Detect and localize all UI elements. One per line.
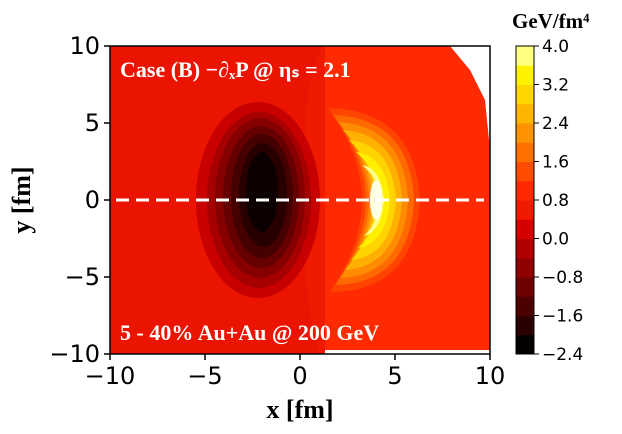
y-tick-label: −10 [49,340,100,368]
colorbar-band [516,315,534,336]
x-tick-label: 10 [475,362,506,390]
pos-contour-6 [356,152,390,248]
colorbar-band [516,46,534,66]
x-tick-label: 5 [387,362,402,390]
colorbar: 4.0 3.2 2.4 1.6 0.8 0.0 −0.8 −1.6 −2.4 [515,37,583,365]
colorbar-band [516,103,534,124]
y-tick-label: 5 [85,109,100,137]
annotation-bottom: 5 - 40% Au+Au @ 200 GeV [120,320,379,345]
x-axis-ticks: −10 −5 0 5 10 [85,354,506,390]
colorbar-band [516,65,534,85]
colorbar-tick-label: 2.4 [542,114,569,134]
colorbar-band [516,84,534,105]
colorbar-band [516,142,534,162]
x-tick-label: −10 [85,362,136,390]
y-tick-label: 10 [69,32,100,60]
colorbar-band [516,257,534,278]
colorbar-unit: GeV/fm⁴ [512,9,590,33]
pos-contour-5 [349,140,396,260]
x-axis-label: x [fm] [266,395,333,424]
colorbar-band [516,334,534,355]
colorbar-tick-label: −0.8 [542,268,583,288]
colorbar-band [516,219,534,239]
y-tick-label: −5 [65,263,100,291]
x-tick-label: −5 [187,362,222,390]
colorbar-band [516,161,534,182]
annotation-top: Case (B) −∂ₓP @ ηₛ = 2.1 [120,57,351,82]
y-axis-label: y [fm] [7,166,36,233]
colorbar-tick-label: 3.2 [542,76,569,96]
colorbar-tick-label: 4.0 [542,37,569,57]
colorbar-tick-label: 1.6 [542,153,569,173]
colorbar-tick-label: −2.4 [542,345,583,365]
colorbar-tick-label: −1.6 [542,307,583,327]
colorbar-band [516,238,534,259]
contour-plot: Case (B) −∂ₓP @ ηₛ = 2.1 5 - 40% Au+Au @… [110,46,490,354]
colorbar-band [516,180,534,201]
colorbar-tick-label: 0.8 [542,191,569,211]
colorbar-band [516,200,534,220]
colorbar-band [516,296,534,316]
positive-lobe [328,108,420,292]
x-tick-label: 0 [292,362,307,390]
y-axis-ticks: 10 5 0 −5 −10 [49,32,110,368]
y-tick-label: 0 [85,186,100,214]
neg-contour-7 [246,152,278,232]
colorbar-tick-label: 0.0 [542,230,569,250]
colorbar-band [516,277,534,297]
colorbar-band [516,123,534,143]
